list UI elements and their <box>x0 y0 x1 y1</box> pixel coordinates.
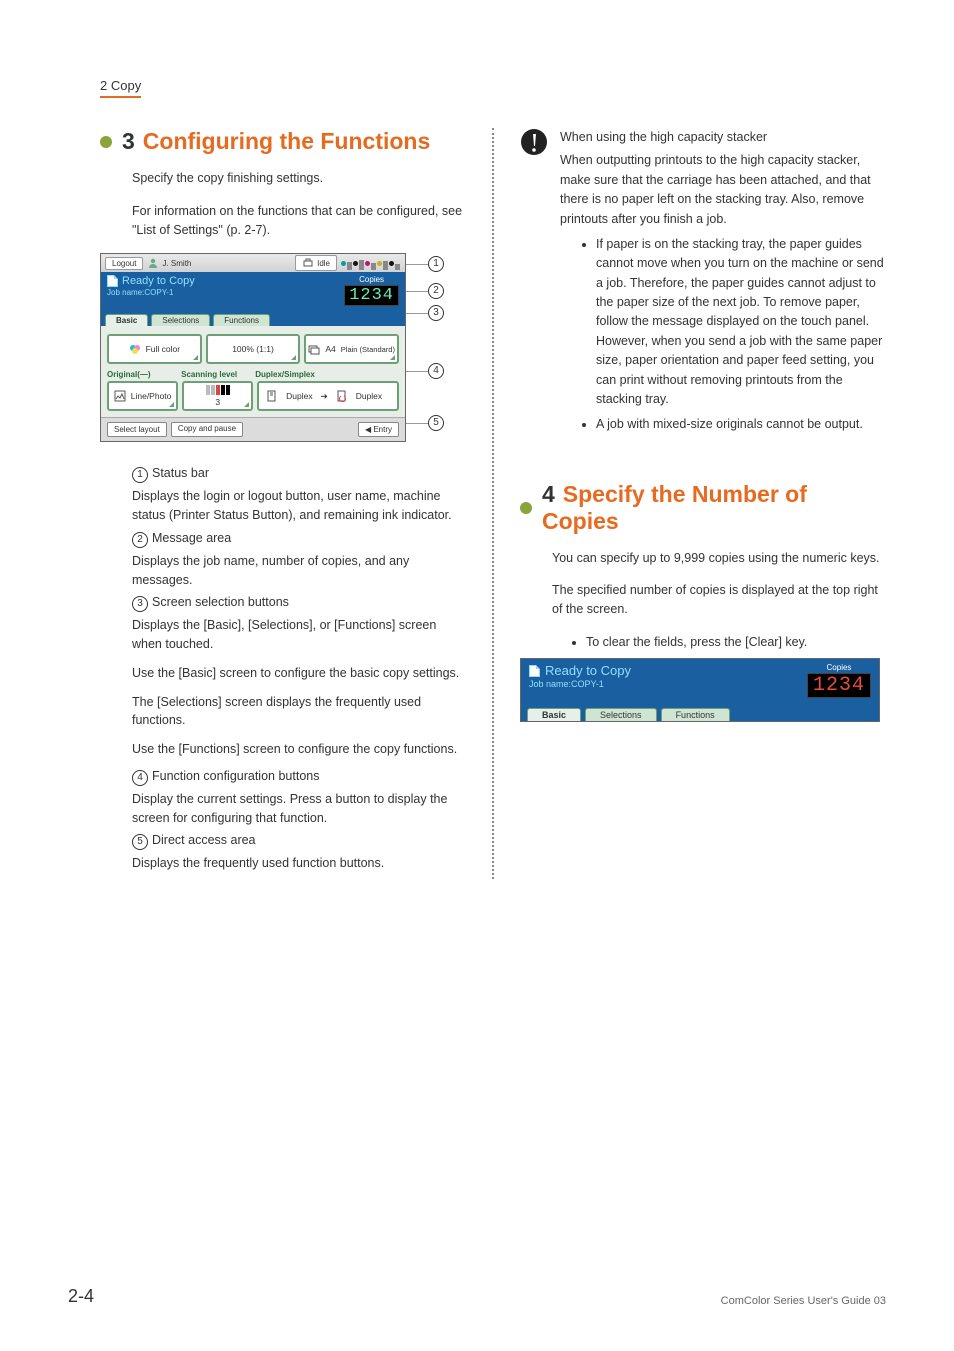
screen-tabs: Basic Selections Functions <box>101 311 405 326</box>
two-column-layout: 3 Configuring the Functions Specify the c… <box>100 128 886 879</box>
desc-3-head: 3Screen selection buttons <box>132 595 466 612</box>
alert-line2: When outputting printouts to the high ca… <box>560 151 886 229</box>
copies-bar-figure: Ready to Copy Job name:COPY-1 Copies 123… <box>520 658 880 722</box>
desc-5-body: Displays the frequently used function bu… <box>132 854 466 873</box>
document-icon <box>529 665 540 677</box>
right-column: When using the high capacity stacker Whe… <box>520 128 886 879</box>
color-icon <box>129 343 141 355</box>
desc-4-head: 4Function configuration buttons <box>132 769 466 786</box>
arrow-icon: ➔ <box>321 391 328 402</box>
section-3-title: Configuring the Functions <box>143 128 430 154</box>
section-4-title: Specify the Number of Copies <box>542 481 807 534</box>
callout-2: 2 <box>428 283 444 299</box>
desc-5-head: 5Direct access area <box>132 833 466 850</box>
desc-3-extra-c: Use the [Functions] screen to configure … <box>132 740 466 759</box>
callout-3: 3 <box>428 305 444 321</box>
left-column: 3 Configuring the Functions Specify the c… <box>100 128 466 879</box>
desc-3-body: Displays the [Basic], [Selections], or [… <box>132 616 466 654</box>
alert-block: When using the high capacity stacker Whe… <box>520 128 886 441</box>
alert-bullet-1: If paper is on the stacking tray, the pa… <box>596 235 886 409</box>
chapter-label: 2 Copy <box>100 78 141 98</box>
footer-right: ComColor Series User's Guide 03 <box>721 1295 886 1307</box>
ready-label: Ready to Copy <box>545 663 631 678</box>
message-area: Ready to Copy Job name:COPY-1 Copies 123… <box>101 272 405 311</box>
tab-functions[interactable]: Functions <box>661 708 730 721</box>
tab-selections[interactable]: Selections <box>585 708 657 721</box>
tray-icon <box>308 343 320 355</box>
direct-access-area: Select layout Copy and pause ◀ Entry <box>101 417 405 441</box>
scan-level-button[interactable]: 3 <box>182 381 253 411</box>
callout-4: 4 <box>428 363 444 379</box>
section-3-heading: 3 Configuring the Functions <box>100 128 466 155</box>
document-icon <box>107 275 118 287</box>
job-name-label: Job name:COPY-1 <box>107 288 195 297</box>
tab-basic[interactable]: Basic <box>527 708 581 721</box>
copies-value: 1234 <box>807 673 871 698</box>
job-name-label: Job name:COPY-1 <box>529 679 631 689</box>
original-button[interactable]: Line/Photo <box>107 381 178 411</box>
ink-indicators <box>341 257 401 270</box>
copies-label: Copies <box>344 275 399 284</box>
function-area: Full color 100% (1:1) A4 Plain (Standard… <box>101 326 405 417</box>
section-3-p2: For information on the functions that ca… <box>132 202 466 240</box>
color-mode-button[interactable]: Full color <box>107 334 202 364</box>
scan-bars-icon <box>206 385 230 395</box>
page-icon <box>266 390 278 402</box>
printer-icon <box>302 257 314 269</box>
alert-line1: When using the high capacity stacker <box>560 128 886 147</box>
copy-and-pause-button[interactable]: Copy and pause <box>171 422 243 437</box>
feed-tray-button[interactable]: A4 Plain (Standard) <box>304 334 399 364</box>
alert-bullets: If paper is on the stacking tray, the pa… <box>580 235 886 435</box>
reproduction-button[interactable]: 100% (1:1) <box>206 334 301 364</box>
copy-screen-figure: Logout J. Smith Idle <box>100 253 466 442</box>
alert-bullet-2: A job with mixed-size originals cannot b… <box>596 415 886 434</box>
duplex-label: Duplex/Simplex <box>255 370 399 379</box>
desc-1-head: 1Status bar <box>132 466 466 483</box>
section-4-number: 4 <box>542 481 555 507</box>
column-divider <box>492 128 494 879</box>
linephoto-icon <box>114 390 126 402</box>
section-4-heading: 4Specify the Number of Copies <box>520 481 886 535</box>
user-label: J. Smith <box>147 257 191 269</box>
alert-icon <box>520 128 548 441</box>
printer-status-button[interactable]: Idle <box>295 255 337 271</box>
section-4-p2: The specified number of copies is displa… <box>552 581 886 619</box>
scan-level-label: Scanning level <box>181 370 251 379</box>
section-4-bullets: To clear the fields, press the [Clear] k… <box>570 633 886 652</box>
user-icon <box>147 257 159 269</box>
callout-1: 1 <box>428 256 444 272</box>
entry-button[interactable]: ◀ Entry <box>358 422 399 437</box>
section-3-number: 3 <box>122 128 135 154</box>
bullet-dot-icon <box>100 136 112 148</box>
tab-basic[interactable]: Basic <box>105 314 148 326</box>
page-flip-icon <box>336 390 348 402</box>
section-3-p1: Specify the copy finishing settings. <box>132 169 466 188</box>
copies-value: 1234 <box>344 285 399 306</box>
desc-3-extra-a: Use the [Basic] screen to configure the … <box>132 664 466 683</box>
bullet-dot-icon <box>520 502 532 514</box>
desc-2-head: 2Message area <box>132 531 466 548</box>
page-number: 2-4 <box>68 1286 94 1307</box>
callout-5: 5 <box>428 415 444 431</box>
duplex-button[interactable]: Duplex ➔ Duplex <box>257 381 399 411</box>
desc-3-extra-b: The [Selections] screen displays the fre… <box>132 693 466 731</box>
status-bar: Logout J. Smith Idle <box>101 254 405 272</box>
copies-label: Copies <box>807 663 871 672</box>
section-4-p1: You can specify up to 9,999 copies using… <box>552 549 886 568</box>
original-label: Original(—) <box>107 370 177 379</box>
select-layout-button[interactable]: Select layout <box>107 422 167 437</box>
desc-2-body: Displays the job name, number of copies,… <box>132 552 466 590</box>
desc-1-body: Displays the login or logout button, use… <box>132 487 466 525</box>
tab-functions[interactable]: Functions <box>213 314 270 326</box>
ready-label: Ready to Copy <box>122 275 195 287</box>
copy-screen: Logout J. Smith Idle <box>100 253 406 442</box>
screen-tabs-small: Basic Selections Functions <box>521 704 879 721</box>
logout-button[interactable]: Logout <box>105 257 143 270</box>
desc-4-body: Display the current settings. Press a bu… <box>132 790 466 828</box>
tab-selections[interactable]: Selections <box>151 314 210 326</box>
message-area-small: Ready to Copy Job name:COPY-1 Copies 123… <box>521 659 879 704</box>
section-4-bullet: To clear the fields, press the [Clear] k… <box>586 633 886 652</box>
